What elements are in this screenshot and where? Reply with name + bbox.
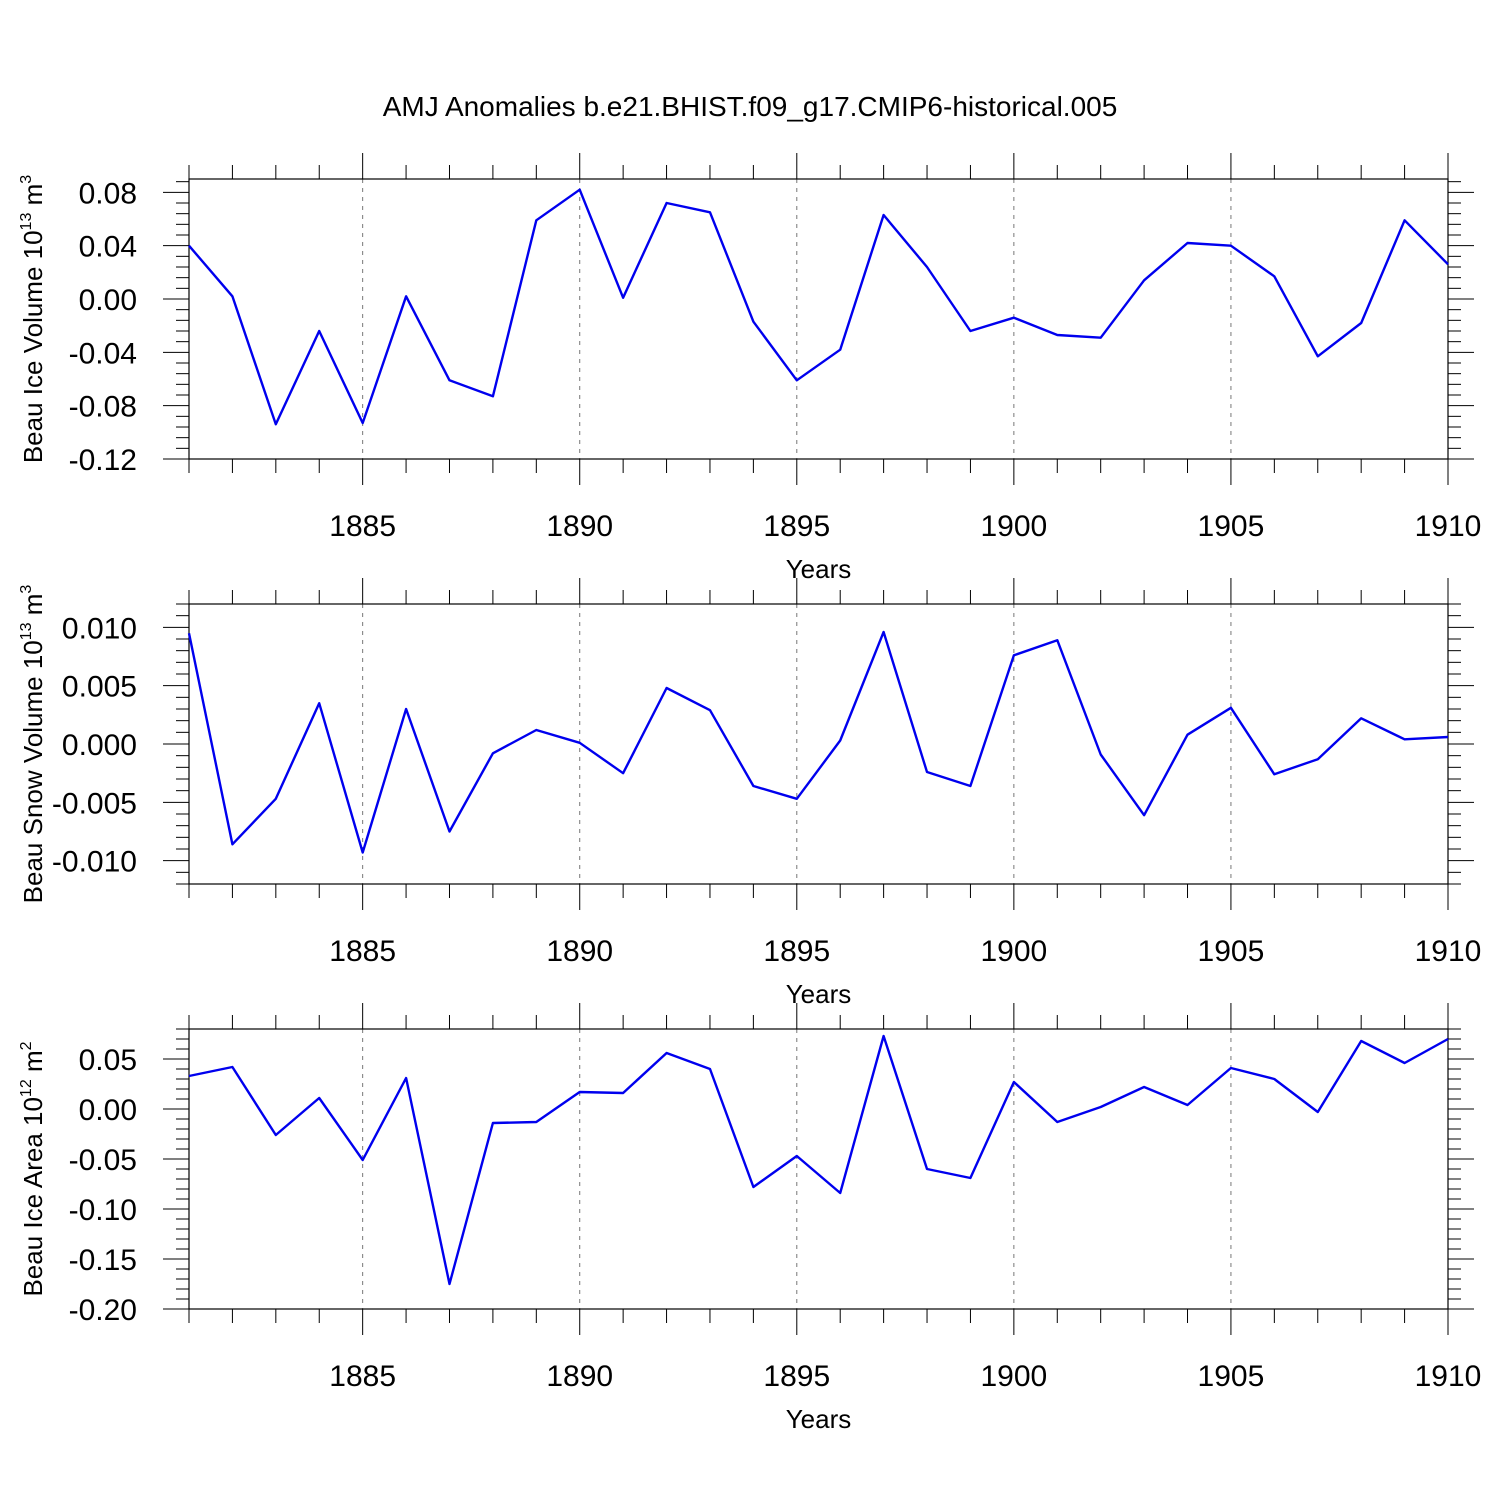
- x-tick-label: 1890: [546, 935, 613, 968]
- panel-ice-volume: -0.12 -0.08 -0.04 0.00 0.04 0.08 1885 1890 1895 1…: [18, 153, 1481, 584]
- y-tick-label: -0.005: [52, 787, 137, 820]
- y-tick-label: 0.04: [79, 231, 137, 264]
- x-tick-label: 1885: [329, 1360, 396, 1393]
- x-tick-label: 1900: [980, 935, 1047, 968]
- x-tick-label: 1905: [1198, 1360, 1265, 1393]
- y-tick-label: -0.08: [69, 391, 137, 424]
- plot-frame: [188, 603, 1449, 885]
- y-axis-title: Beau Ice Area 1012 m2: [18, 1041, 48, 1296]
- series-line-ice-volume: [188, 188, 1449, 426]
- x-tick-label: 1885: [329, 935, 396, 968]
- x-tick-label: 1895: [763, 1360, 830, 1393]
- y-tick-label: -0.04: [69, 337, 137, 370]
- panel-snow-volume: -0.010 -0.005 0.000 0.005 0.010 1885 1890 1895 1…: [18, 578, 1481, 1009]
- x-axis-title: Years: [786, 979, 852, 1009]
- plot-frame: [188, 1028, 1449, 1310]
- y-axis-title: Beau Snow Volume 1013 m3: [18, 585, 48, 904]
- x-tick-label: 1890: [546, 1360, 613, 1393]
- x-tick-label: 1890: [546, 510, 613, 543]
- y-tick-label: 0.08: [79, 177, 137, 210]
- y-tick-label: 0.00: [79, 284, 137, 317]
- x-tick-label: 1900: [980, 510, 1047, 543]
- series-line-ice-area: [188, 1034, 1449, 1286]
- x-axis-title: Years: [786, 1404, 852, 1434]
- x-tick-label: 1905: [1198, 935, 1265, 968]
- x-tick-label: 1895: [763, 935, 830, 968]
- y-tick-label: -0.15: [69, 1244, 137, 1277]
- y-tick-label: -0.010: [52, 846, 137, 879]
- y-tick-label: 0.000: [62, 729, 137, 762]
- y-tick-label: -0.20: [69, 1294, 137, 1327]
- y-tick-label: 0.005: [62, 671, 137, 704]
- x-tick-label: 1910: [1415, 1360, 1482, 1393]
- y-tick-label: -0.10: [69, 1194, 137, 1227]
- x-tick-label: 1900: [980, 1360, 1047, 1393]
- plot-frame: [188, 178, 1449, 460]
- y-tick-label: 0.00: [79, 1094, 137, 1127]
- x-tick-label: 1905: [1198, 510, 1265, 543]
- x-tick-label: 1910: [1415, 935, 1482, 968]
- y-tick-label: 0.05: [79, 1044, 137, 1077]
- y-tick-label: 0.010: [62, 612, 137, 645]
- x-tick-label: 1885: [329, 510, 396, 543]
- y-axis-title: Beau Ice Volume 1013 m3: [18, 175, 48, 463]
- x-tick-label: 1910: [1415, 510, 1482, 543]
- y-tick-label: -0.12: [69, 444, 137, 477]
- x-axis-title: Years: [786, 554, 852, 584]
- chart-title: AMJ Anomalies b.e21.BHIST.f09_g17.CMIP6-…: [383, 91, 1118, 122]
- x-tick-label: 1895: [763, 510, 830, 543]
- panel-ice-area: -0.20 -0.15 -0.10 -0.05 0.00 0.05 1885 1890 1895…: [18, 1003, 1481, 1434]
- series-line-snow-volume: [187, 630, 1449, 854]
- y-tick-label: -0.05: [69, 1144, 137, 1177]
